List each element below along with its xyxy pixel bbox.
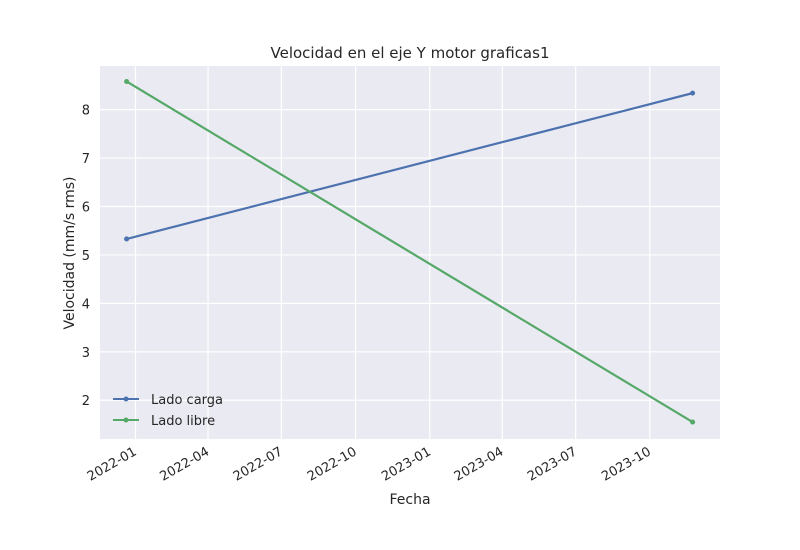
legend-marker-lado-carga xyxy=(123,396,129,402)
x-tick-label: 2022-10 xyxy=(305,444,360,484)
y-tick-label: 3 xyxy=(82,346,90,361)
legend: Lado carga Lado libre xyxy=(113,393,223,429)
x-tick-label: 2023-07 xyxy=(525,444,580,484)
y-tick-label: 4 xyxy=(82,297,90,312)
grid xyxy=(100,66,720,439)
y-axis-title: Velocidad (mm/s rms) xyxy=(62,176,78,329)
y-tick-label: 5 xyxy=(82,249,90,264)
x-tick-label: 2022-04 xyxy=(157,444,212,484)
series-layer xyxy=(124,79,696,425)
data-point-lado-carga xyxy=(124,236,130,242)
series-line-lado-libre xyxy=(126,80,694,423)
data-point-lado-libre xyxy=(124,79,130,85)
legend-label-lado-libre: Lado libre xyxy=(151,414,215,429)
y-tick-label: 6 xyxy=(82,200,90,215)
x-tick-label: 2023-04 xyxy=(452,444,507,484)
legend-label-lado-carga: Lado carga xyxy=(151,393,223,408)
x-tick-label: 2023-01 xyxy=(379,444,434,484)
x-axis-title: Fecha xyxy=(389,492,430,508)
series-line-lado-carga xyxy=(126,92,693,241)
y-tick-labels: 2 3 4 5 6 7 8 xyxy=(82,104,90,410)
y-tick-label: 7 xyxy=(82,152,90,167)
legend-marker-lado-libre xyxy=(123,417,129,423)
data-point-lado-libre xyxy=(690,419,696,425)
y-tick-label: 8 xyxy=(82,104,90,119)
x-tick-labels: 2022-01 2022-04 2022-07 2022-10 2023-01 2023-… xyxy=(85,444,654,484)
x-tick-label: 2023-10 xyxy=(599,444,654,484)
x-tick-label: 2022-01 xyxy=(85,444,140,484)
x-tick-label: 2022-07 xyxy=(231,444,286,484)
chart-title: Velocidad en el eje Y motor graficas1 xyxy=(271,44,550,62)
y-tick-label: 2 xyxy=(82,394,90,409)
data-point-lado-carga xyxy=(690,90,696,96)
